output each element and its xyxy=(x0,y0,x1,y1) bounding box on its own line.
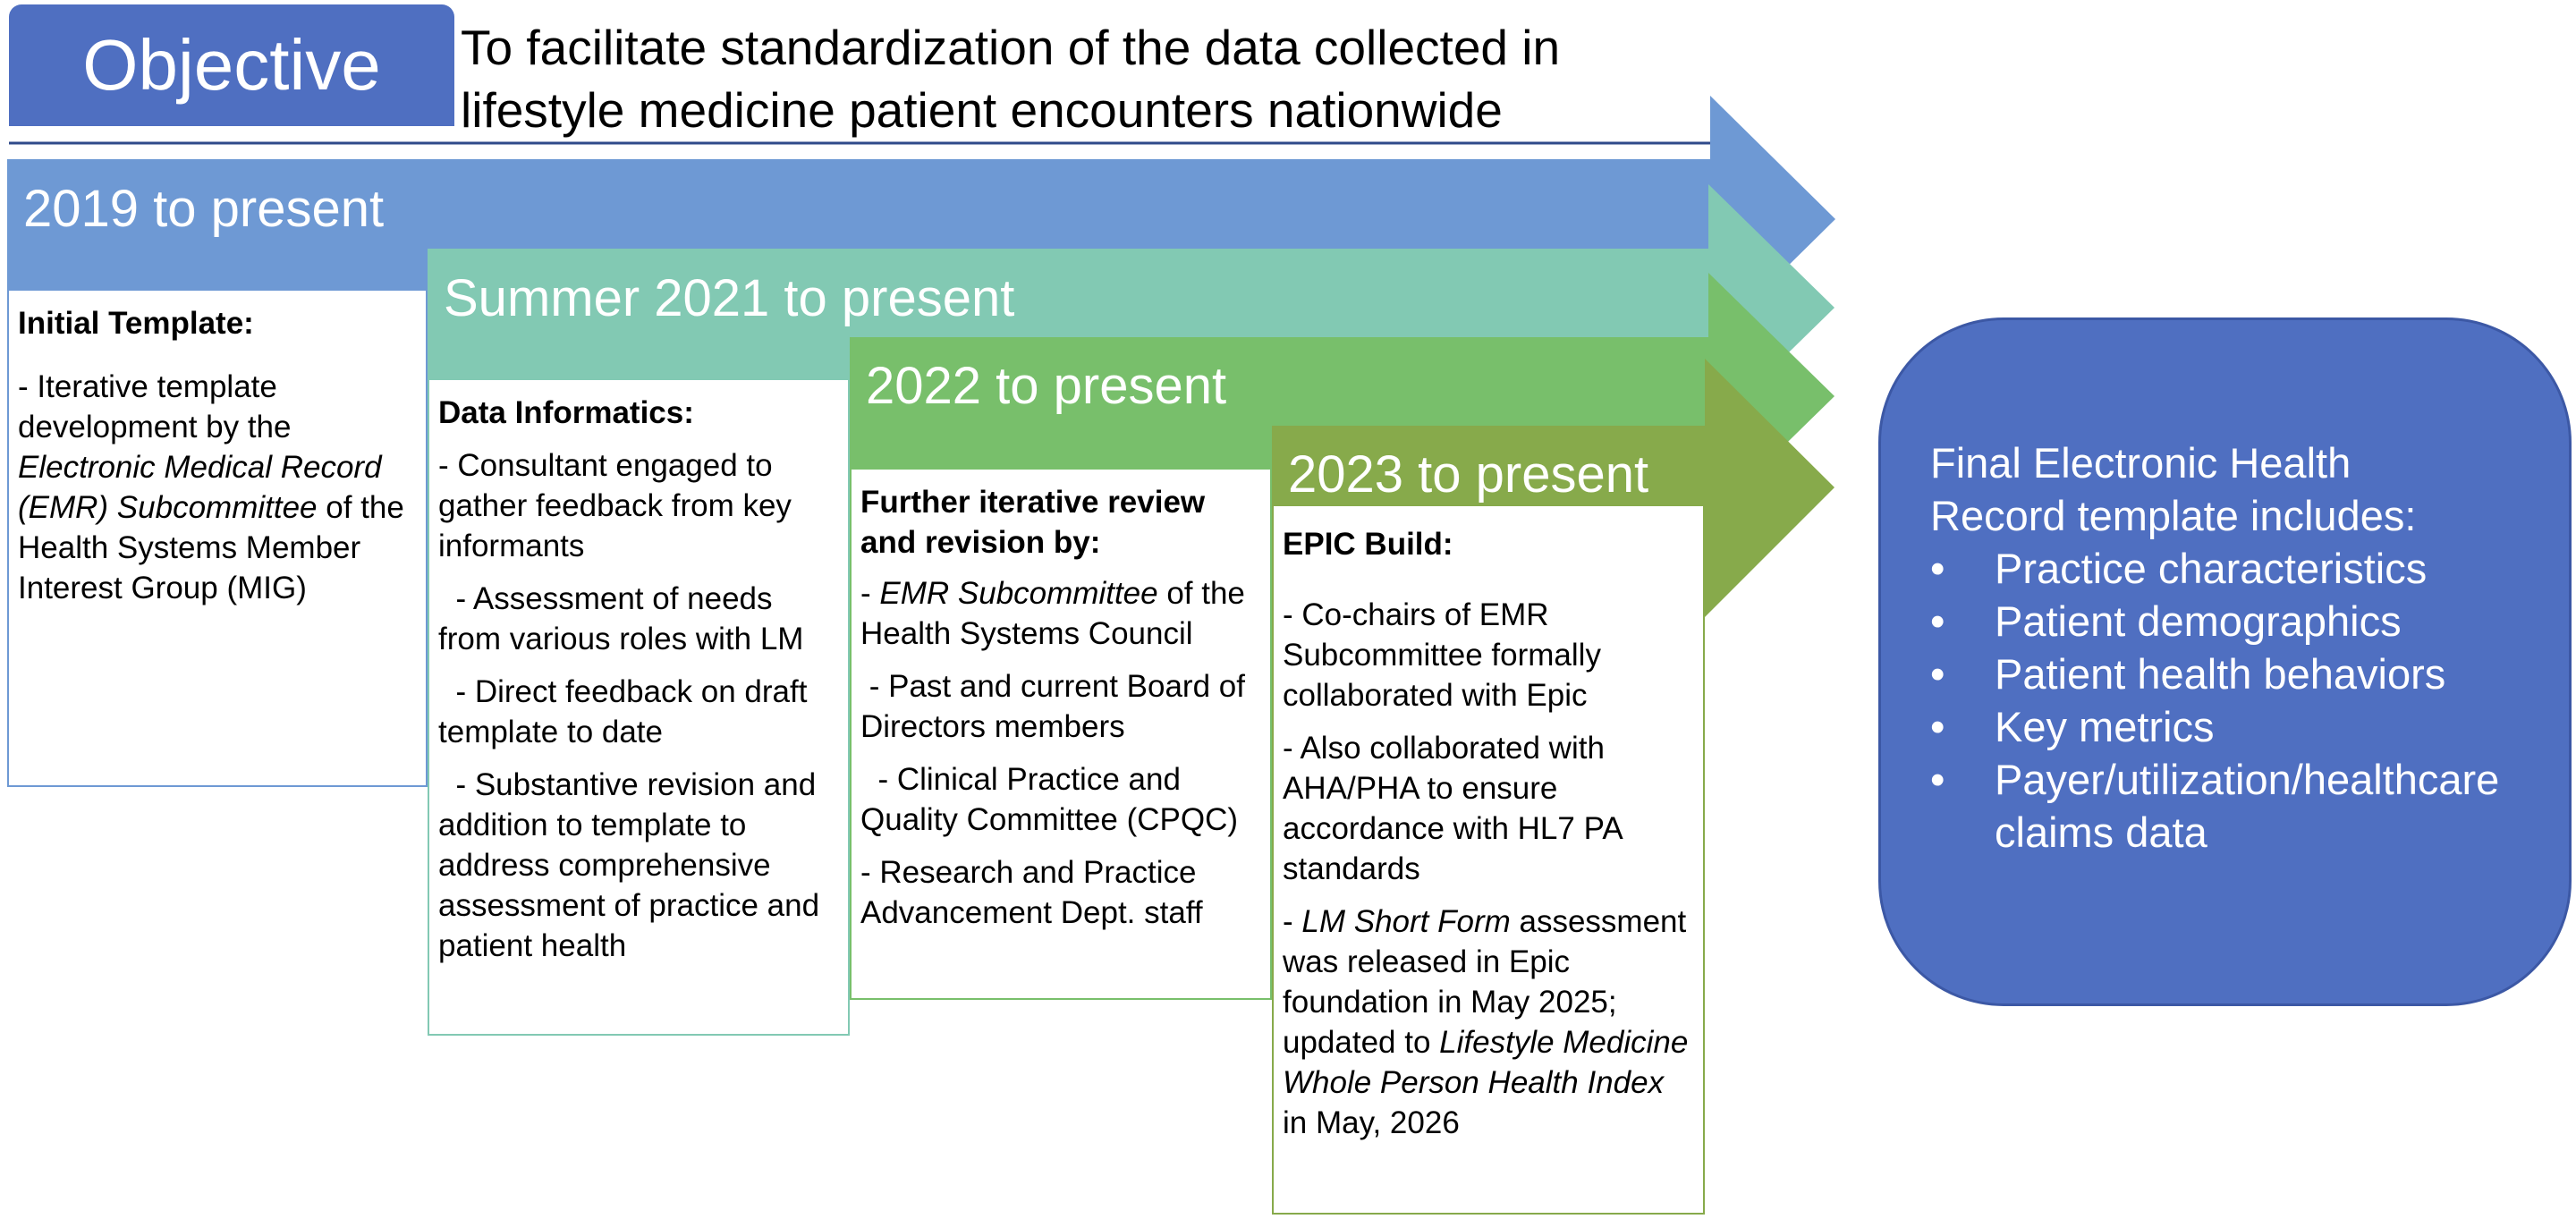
objective-label-box: Objective xyxy=(9,4,454,126)
item-text: - Co-chairs of EMR Subcommittee formally… xyxy=(1283,597,1610,713)
phase-card-item: - Co-chairs of EMR Subcommittee formally… xyxy=(1283,595,1694,715)
phase-label-2023: 2023 to present xyxy=(1288,445,1649,504)
phase-card-item: - Substantive revision and addition to t… xyxy=(438,765,839,966)
phase-card-items: - EMR Subcommittee of the Health Systems… xyxy=(860,573,1261,933)
italic-text: Electronic Medical Record (EMR) Subcommi… xyxy=(18,450,391,525)
arrow-2023 xyxy=(1272,359,1835,617)
phase-card-heading: EPIC Build: xyxy=(1283,527,1453,562)
phase-card-item: - EMR Subcommittee of the Health Systems… xyxy=(860,573,1261,654)
item-text: of the Health Systems Member Interest Gr… xyxy=(18,490,413,605)
phase-card-item: - Direct feedback on draft template to d… xyxy=(438,672,839,752)
final-title-line-2: Record template includes: xyxy=(1930,492,2417,539)
italic-text: Lifestyle Medicine Whole Person Health I… xyxy=(1283,1025,1698,1100)
italic-text: LM Short Form xyxy=(1301,904,1511,939)
phase-label-2021: Summer 2021 to present xyxy=(444,269,1015,327)
item-text: - xyxy=(1283,904,1302,939)
item-text: - Research and Practice Advancement Dept… xyxy=(860,855,1204,930)
phase-card-heading: Data Informatics: xyxy=(438,395,694,430)
phase-card-item: - LM Short Form assessment was released … xyxy=(1283,902,1694,1143)
italic-text: EMR Subcommittee xyxy=(879,576,1158,611)
item-text: of the Health Systems Council xyxy=(860,576,1254,651)
final-template-box: Final Electronic Health Record template … xyxy=(1878,317,2572,1006)
phase-card-items: - Iterative template development by the … xyxy=(18,367,417,608)
item-text: - Also collaborated with AHA/PHA to ensu… xyxy=(1283,731,1631,886)
phase-label-2022: 2022 to present xyxy=(866,357,1227,415)
item-text: - Past and current Board of Directors me… xyxy=(860,669,1254,744)
objective-text-line-2: lifestyle medicine patient encounters na… xyxy=(461,82,1503,138)
phase-card-2019: Initial Template: - Iterative template d… xyxy=(7,289,428,787)
item-text: - Assessment of needs from various roles… xyxy=(438,581,804,656)
phase-card-item: - Consultant engaged to gather feedback … xyxy=(438,445,839,566)
phase-card-2021: Data Informatics: - Consultant engaged t… xyxy=(428,378,850,1036)
phase-card-items: - Consultant engaged to gather feedback … xyxy=(438,445,839,966)
objective-label: Objective xyxy=(82,25,381,105)
item-text: in May, 2026 xyxy=(1283,1065,1673,1140)
phase-card-heading: Further iterative review and revision by… xyxy=(860,485,1206,560)
final-item: Patient health behaviors xyxy=(1930,648,2533,700)
phase-card-item: - Iterative template development by the … xyxy=(18,367,417,608)
item-text: - xyxy=(860,576,880,611)
phase-card-item: - Research and Practice Advancement Dept… xyxy=(860,852,1261,933)
phase-card-2022: Further iterative review and revision by… xyxy=(850,468,1272,1000)
final-items-list: Practice characteristics Patient demogra… xyxy=(1930,542,2533,859)
phase-card-items: - Co-chairs of EMR Subcommittee formally… xyxy=(1283,595,1694,1143)
item-text: - Clinical Practice and Quality Committe… xyxy=(860,762,1239,837)
item-text: assessment was released in Epic foundati… xyxy=(1283,904,1695,1060)
final-item: Payer/utilization/healthcare claims data xyxy=(1930,753,2533,859)
final-item: Practice characteristics xyxy=(1930,542,2533,595)
item-text: - Iterative template development by the xyxy=(18,369,301,444)
phase-card-item: - Also collaborated with AHA/PHA to ensu… xyxy=(1283,728,1694,889)
objective-text: To facilitate standardization of the dat… xyxy=(461,16,1560,141)
final-item: Patient demographics xyxy=(1930,595,2533,648)
phase-card-item: - Assessment of needs from various roles… xyxy=(438,579,839,659)
final-item: Key metrics xyxy=(1930,700,2533,753)
final-title-line-1: Final Electronic Health xyxy=(1930,439,2351,487)
phase-card-heading: Initial Template: xyxy=(18,306,254,341)
phase-card-item: - Clinical Practice and Quality Committe… xyxy=(860,759,1261,840)
item-text: - Substantive revision and addition to t… xyxy=(438,767,828,963)
item-text: - Consultant engaged to gather feedback … xyxy=(438,448,801,563)
objective-text-line-1: To facilitate standardization of the dat… xyxy=(461,20,1561,75)
phase-label-2019: 2019 to present xyxy=(23,180,385,238)
phase-card-item: - Past and current Board of Directors me… xyxy=(860,666,1261,747)
phase-card-2023: EPIC Build: - Co-chairs of EMR Subcommit… xyxy=(1272,504,1705,1215)
item-text: - Direct feedback on draft template to d… xyxy=(438,674,817,749)
